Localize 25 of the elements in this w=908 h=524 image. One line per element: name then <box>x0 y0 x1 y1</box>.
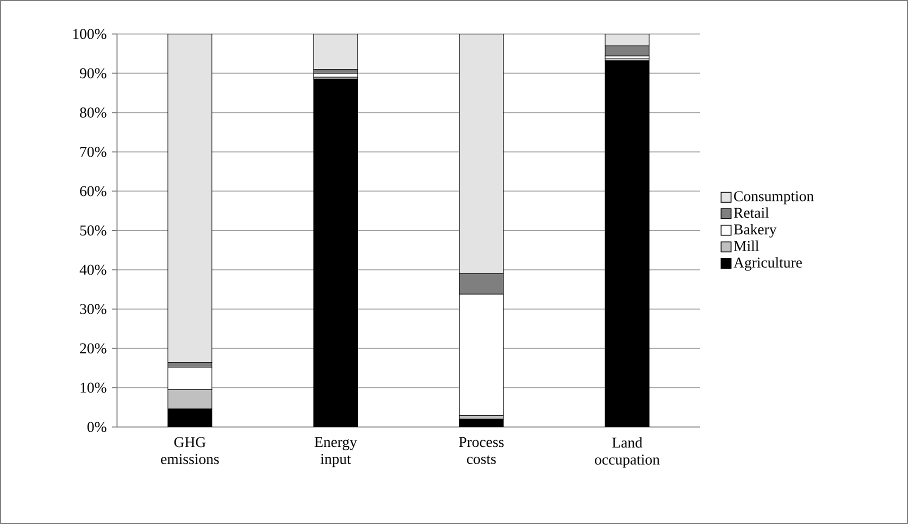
legend-label: Mill <box>734 240 759 251</box>
x-tick-label: Process costs <box>458 437 504 464</box>
bar <box>313 78 358 427</box>
bar <box>168 34 212 363</box>
y-tick-label: 80% <box>80 108 106 118</box>
x-tick-label: Land occupation <box>594 437 660 468</box>
x-tick-label: GHG emissions <box>160 437 219 464</box>
legend-label: Consumption <box>734 191 814 204</box>
legend-label: Bakery <box>734 224 777 238</box>
y-tick-label: 90% <box>80 68 106 78</box>
bar <box>313 34 358 70</box>
y-tick-label: 100% <box>73 28 106 40</box>
x-tick-label: Energy input <box>314 437 358 468</box>
y-tick-label: 60% <box>80 186 106 196</box>
y-tick-label: 10% <box>80 382 106 393</box>
y-tick-label: 30% <box>80 304 106 314</box>
y-tick-label: 40% <box>80 264 106 275</box>
legend-label: Agriculture <box>734 257 802 271</box>
y-tick-label: 50% <box>80 225 106 236</box>
y-tick-label: 70% <box>80 146 106 157</box>
bar <box>604 60 650 427</box>
y-tick-label: 20% <box>80 343 106 354</box>
y-tick-label: 0% <box>87 422 106 432</box>
legend-label: Retail <box>734 207 769 218</box>
bar <box>459 418 504 427</box>
